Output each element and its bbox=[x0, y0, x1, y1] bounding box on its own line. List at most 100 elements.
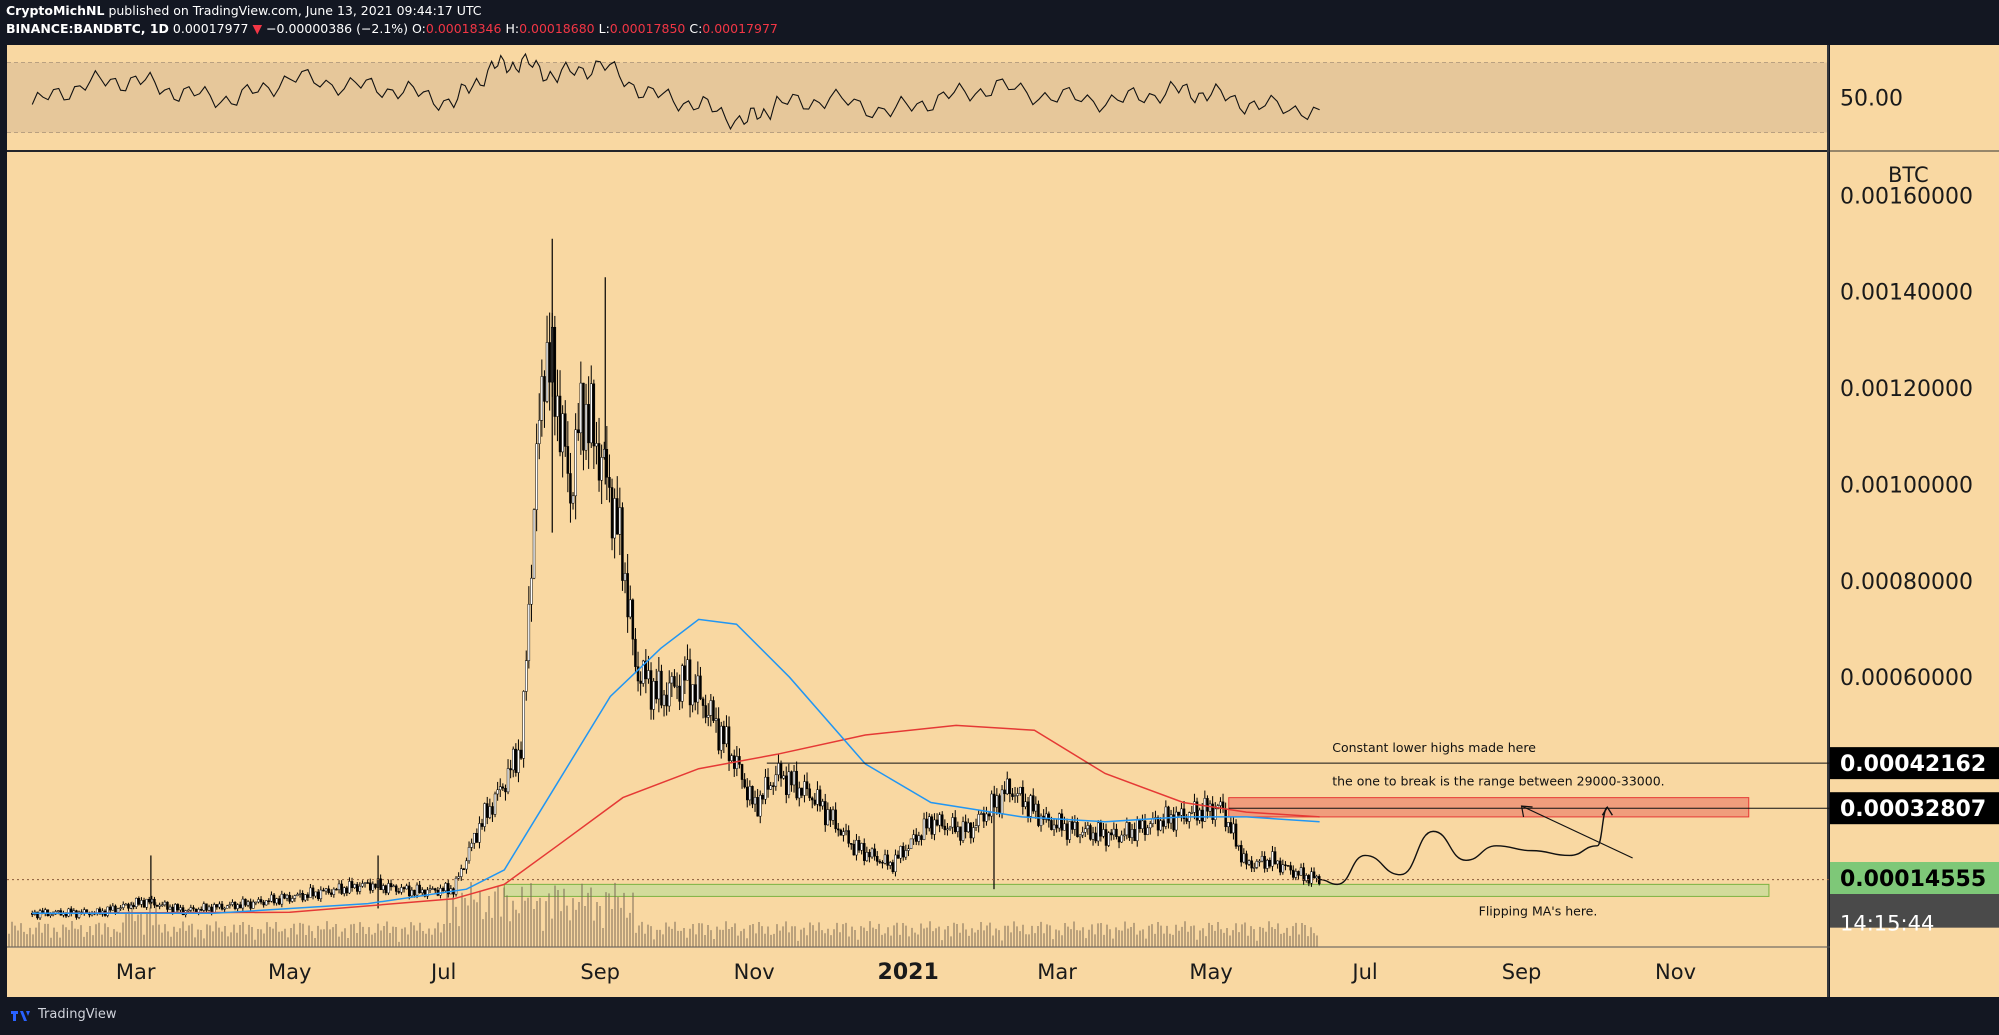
candle-body bbox=[272, 894, 276, 904]
candle-body bbox=[158, 904, 161, 907]
candle-body bbox=[1013, 795, 1017, 797]
candle-body bbox=[231, 901, 234, 905]
candle-body bbox=[1094, 832, 1097, 842]
candle-body bbox=[1063, 823, 1066, 831]
chart-annotation: Flipping MA's here. bbox=[1479, 904, 1598, 919]
candle-body bbox=[545, 342, 549, 402]
candle-body bbox=[730, 755, 733, 761]
candle-body bbox=[1005, 778, 1009, 795]
candle-body bbox=[535, 443, 538, 510]
candle-body bbox=[236, 904, 239, 909]
candle-body bbox=[1026, 801, 1030, 817]
candle-body bbox=[1185, 818, 1188, 822]
candle-body bbox=[368, 882, 372, 891]
candle-body bbox=[891, 862, 895, 873]
candle-body bbox=[1247, 860, 1251, 865]
candle-body bbox=[1177, 811, 1181, 816]
candle-body bbox=[259, 899, 263, 903]
candle-body bbox=[1003, 789, 1006, 795]
candle-body bbox=[1052, 824, 1056, 830]
candle-body bbox=[844, 830, 848, 832]
candle-body bbox=[205, 903, 208, 911]
rsi-band bbox=[7, 62, 1827, 133]
candle-body bbox=[608, 477, 611, 488]
candle-body bbox=[522, 691, 525, 759]
candle-body bbox=[218, 903, 221, 908]
candle-body bbox=[506, 768, 510, 793]
candle-body bbox=[686, 659, 689, 681]
candle-body bbox=[168, 906, 172, 910]
candle-body bbox=[946, 828, 949, 831]
candle-body bbox=[1070, 821, 1074, 830]
candle-body bbox=[972, 827, 975, 839]
candle-body bbox=[961, 821, 965, 841]
candle-body bbox=[280, 893, 284, 905]
candle-body bbox=[345, 887, 349, 894]
candles bbox=[30, 238, 1321, 920]
candle-body bbox=[790, 771, 793, 786]
footer: TradingView bbox=[10, 1007, 117, 1022]
author-name[interactable]: CryptoMichNL bbox=[6, 3, 105, 18]
open-value: 0.00018346 bbox=[425, 21, 502, 36]
candle-body bbox=[309, 887, 312, 898]
candle-body bbox=[361, 883, 364, 887]
candle-body bbox=[129, 904, 133, 909]
candle-body bbox=[641, 660, 645, 684]
candle-body bbox=[849, 843, 853, 845]
candle-body bbox=[1130, 829, 1134, 838]
candle-body bbox=[706, 715, 710, 718]
candle-body bbox=[800, 787, 804, 796]
candle-body bbox=[524, 660, 528, 692]
candle-body bbox=[483, 803, 486, 827]
ohlc-line: BINANCE:BANDBTC, 1D 0.00017977 ▼ −0.0000… bbox=[6, 21, 778, 36]
candle-body bbox=[202, 903, 206, 911]
candle-body bbox=[774, 774, 778, 787]
candle-body bbox=[501, 786, 505, 789]
candle-body bbox=[1211, 803, 1214, 820]
time-tick-label: Sep bbox=[1502, 960, 1542, 984]
candle-body bbox=[842, 831, 845, 836]
candle-body bbox=[49, 913, 52, 916]
candle-body bbox=[761, 794, 765, 800]
candle-body bbox=[303, 894, 307, 901]
candle-body bbox=[930, 816, 934, 835]
candle-body bbox=[805, 781, 809, 790]
footer-brand[interactable]: TradingView bbox=[38, 1007, 117, 1022]
candle-body bbox=[691, 684, 694, 706]
candle-body bbox=[114, 905, 117, 913]
candle-body bbox=[787, 771, 791, 795]
candle-body bbox=[249, 901, 252, 909]
candle-body bbox=[652, 681, 655, 710]
candle-body bbox=[1260, 855, 1264, 862]
candle-body bbox=[904, 850, 908, 858]
candle-body bbox=[108, 906, 112, 911]
candle-body bbox=[1151, 818, 1155, 824]
candle-body bbox=[834, 809, 837, 830]
candle-body bbox=[480, 823, 484, 827]
candle-body bbox=[215, 904, 219, 908]
candle-body bbox=[124, 903, 128, 906]
candle-body bbox=[1011, 793, 1014, 797]
candle-body bbox=[860, 843, 863, 851]
unit-label: BTC bbox=[1888, 163, 1929, 187]
annotation-arrowhead bbox=[1520, 805, 1533, 818]
candle-body bbox=[829, 809, 832, 821]
candle-body bbox=[1065, 823, 1069, 840]
candle-body bbox=[1083, 828, 1087, 833]
candle-body bbox=[366, 882, 369, 884]
candle-body bbox=[517, 749, 520, 773]
candle-body bbox=[959, 826, 962, 841]
candle-body bbox=[75, 910, 78, 918]
candle-body bbox=[275, 898, 278, 904]
candle-body bbox=[397, 891, 401, 893]
candle-body bbox=[527, 603, 531, 661]
candle-body bbox=[662, 694, 666, 706]
candle-body bbox=[990, 793, 993, 817]
candle-body bbox=[119, 907, 122, 909]
open-label: O: bbox=[412, 21, 426, 36]
candle-body bbox=[595, 443, 598, 447]
candle-body bbox=[1141, 820, 1144, 829]
candle-body bbox=[933, 819, 936, 835]
candle-body bbox=[1104, 829, 1108, 846]
